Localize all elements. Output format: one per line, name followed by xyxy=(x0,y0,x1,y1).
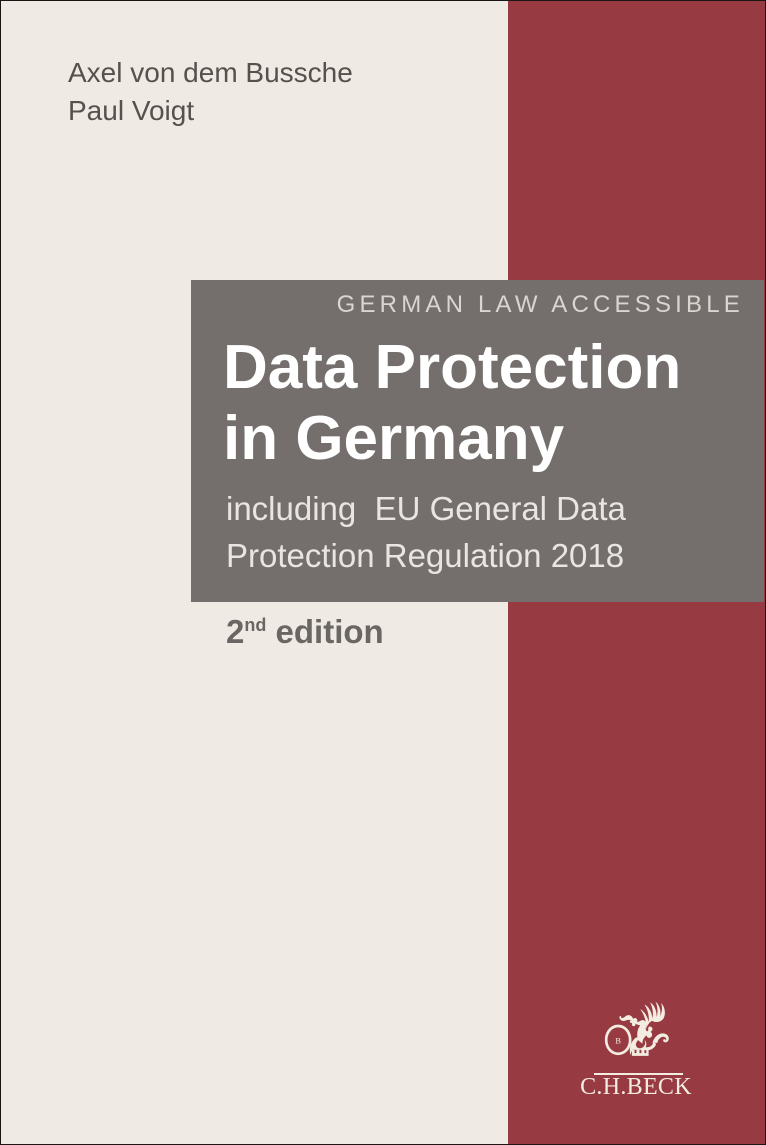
svg-text:B: B xyxy=(615,1036,621,1045)
